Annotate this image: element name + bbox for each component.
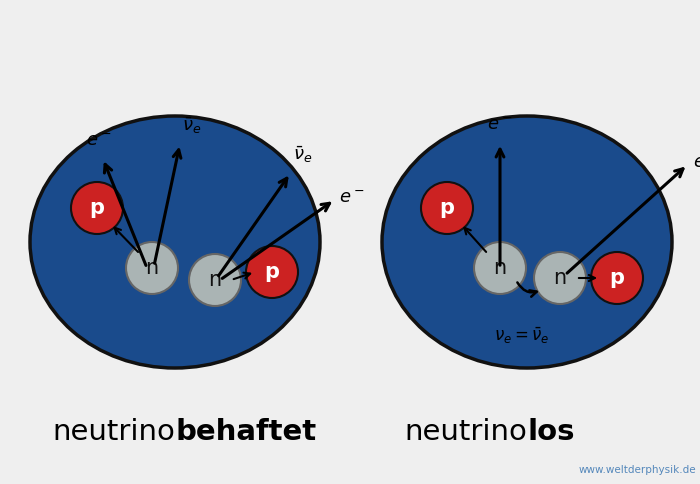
Text: neutrino: neutrino <box>404 418 527 446</box>
Text: los: los <box>527 418 575 446</box>
Text: $\nu_e=\bar{\nu}_e$: $\nu_e=\bar{\nu}_e$ <box>494 326 550 347</box>
Text: p: p <box>440 198 454 218</box>
Circle shape <box>534 252 586 304</box>
Ellipse shape <box>30 116 320 368</box>
Text: neutrino: neutrino <box>52 418 175 446</box>
Text: www.weltderphysik.de: www.weltderphysik.de <box>578 465 696 475</box>
Text: behaftet: behaftet <box>175 418 316 446</box>
Circle shape <box>591 252 643 304</box>
Text: n: n <box>554 268 566 288</box>
Text: $e^-$: $e^-$ <box>86 132 111 150</box>
Text: p: p <box>610 268 624 288</box>
Circle shape <box>126 242 178 294</box>
Circle shape <box>246 246 298 298</box>
Circle shape <box>189 254 241 306</box>
Text: n: n <box>209 270 222 290</box>
Circle shape <box>71 182 123 234</box>
Ellipse shape <box>382 116 672 368</box>
Text: p: p <box>265 262 279 282</box>
Text: $\bar{\nu}_e$: $\bar{\nu}_e$ <box>293 145 313 165</box>
Circle shape <box>474 242 526 294</box>
Text: p: p <box>90 198 104 218</box>
Text: n: n <box>494 258 507 278</box>
Text: n: n <box>146 258 159 278</box>
Circle shape <box>421 182 473 234</box>
Text: $e^-$: $e^-$ <box>692 153 700 172</box>
Text: $\bar{\nu}_e$: $\bar{\nu}_e$ <box>182 115 202 136</box>
Text: $e^-$: $e^-$ <box>339 189 364 207</box>
Text: $e^-$: $e^-$ <box>487 116 513 134</box>
